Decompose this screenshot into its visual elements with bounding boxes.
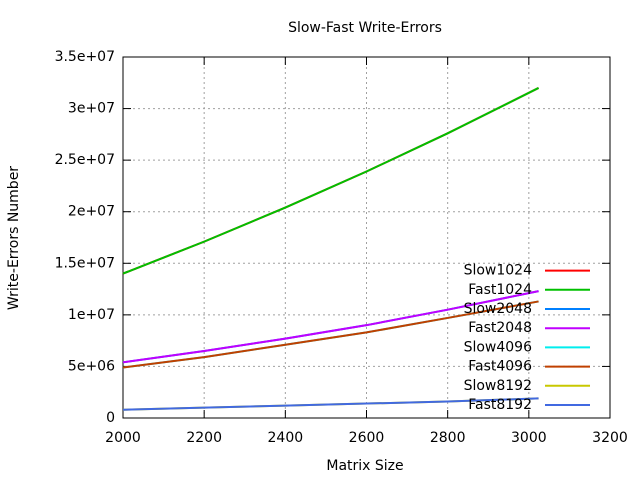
legend-label: Slow8192 [464, 378, 532, 394]
x-tick-label: 2200 [186, 430, 222, 446]
x-tick-label: 2800 [430, 430, 466, 446]
y-tick-label: 2e+07 [68, 204, 115, 220]
y-tick-label: 1e+07 [68, 307, 115, 323]
plot-frame [122, 56, 611, 419]
chart-title: Slow-Fast Write-Errors [288, 20, 442, 36]
y-tick-label: 1.5e+07 [55, 255, 115, 271]
series-line [122, 290, 539, 364]
x-tick-label: 2000 [105, 430, 141, 446]
y-tick-label: 3.5e+07 [55, 49, 115, 65]
legend-label: Fast2048 [468, 320, 532, 336]
x-tick-label: 3000 [511, 430, 547, 446]
legend-label: Fast1024 [468, 282, 532, 298]
x-axis-label: Matrix Size [326, 458, 403, 474]
y-tick-label: 5e+06 [68, 358, 115, 374]
series-line [122, 300, 539, 369]
legend-label: Slow2048 [464, 301, 532, 317]
x-tick-label: 2600 [349, 430, 385, 446]
legend-label: Fast8192 [468, 397, 532, 413]
y-tick-label: 0 [106, 410, 115, 426]
y-tick-label: 2.5e+07 [55, 152, 115, 168]
legend-label: Fast4096 [468, 359, 532, 375]
series-line [122, 87, 540, 275]
series-line [122, 397, 539, 411]
series-line [122, 87, 540, 275]
y-axis-label: Write-Errors Number [6, 166, 22, 310]
legend-label: Slow4096 [464, 339, 533, 355]
x-tick-label: 2400 [268, 430, 304, 446]
x-tick-label: 3200 [592, 430, 628, 446]
legend-label: Slow1024 [464, 263, 533, 279]
y-tick-label: 3e+07 [68, 101, 115, 117]
